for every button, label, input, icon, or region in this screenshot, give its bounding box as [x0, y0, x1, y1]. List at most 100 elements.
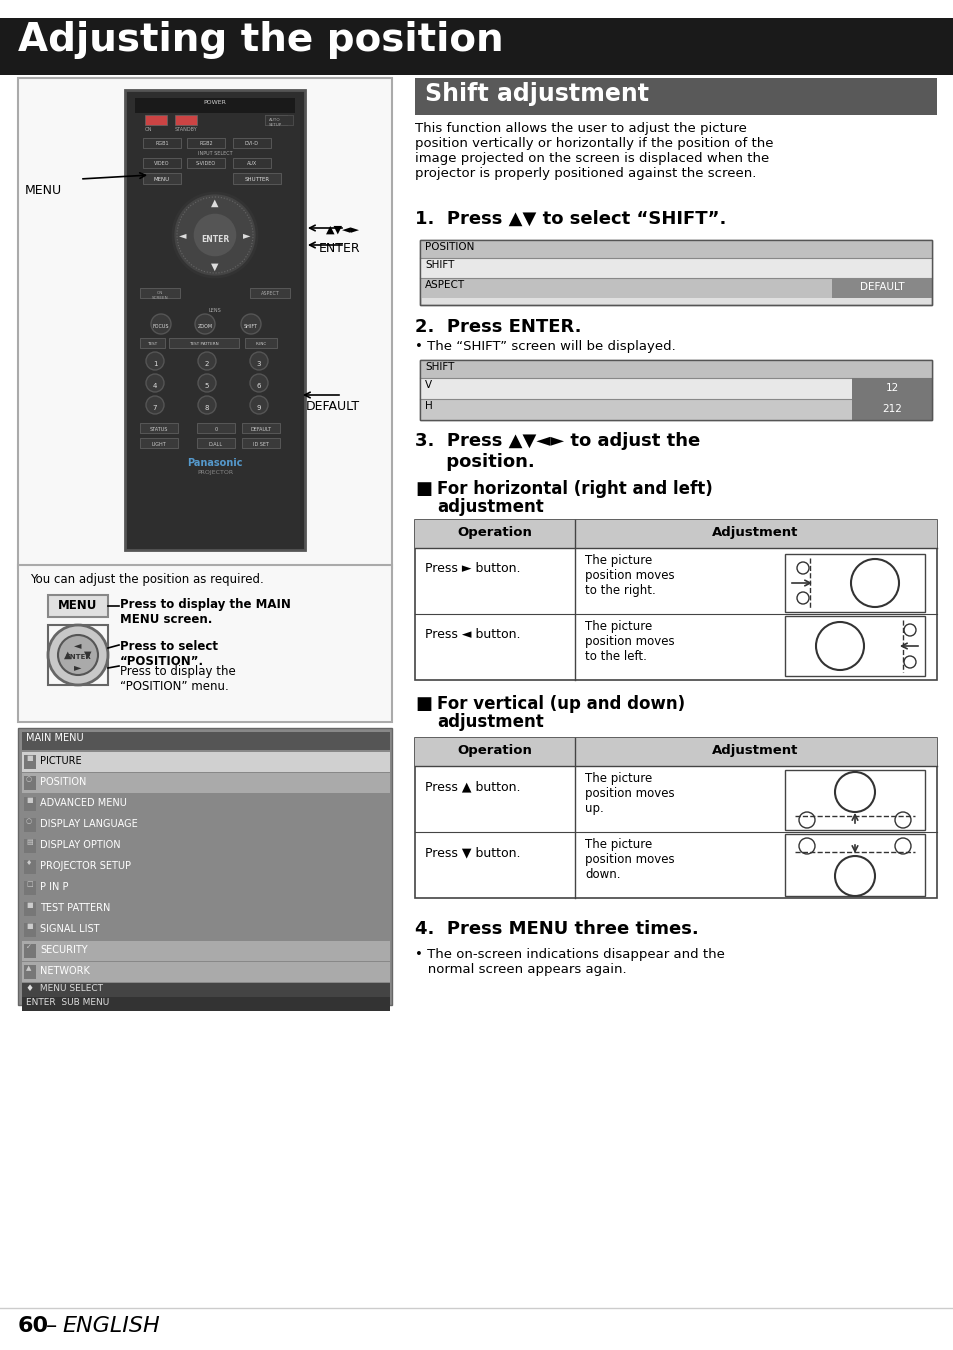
Text: ■: ■	[415, 481, 432, 498]
Bar	[419, 360, 931, 420]
Text: You can adjust the position as required.: You can adjust the position as required.	[30, 572, 263, 586]
Text: 212: 212	[882, 404, 901, 414]
Circle shape	[151, 315, 171, 333]
Text: ♦  MENU SELECT: ♦ MENU SELECT	[26, 984, 103, 994]
Bar	[18, 78, 392, 568]
Text: TEST: TEST	[147, 342, 157, 346]
Bar	[784, 769, 924, 830]
Text: 7: 7	[152, 405, 157, 410]
Text: ASPECT: ASPECT	[424, 279, 465, 290]
Text: POSITION: POSITION	[40, 778, 87, 787]
Bar	[196, 423, 234, 433]
Bar	[784, 554, 924, 612]
Text: POWER: POWER	[203, 100, 226, 105]
Text: ON: ON	[145, 127, 152, 132]
Text: TEST PATTERN: TEST PATTERN	[40, 903, 111, 913]
Bar	[22, 794, 390, 814]
Bar	[24, 902, 36, 917]
Bar	[242, 437, 280, 448]
Bar	[24, 818, 36, 832]
Text: The picture
position moves
to the left.: The picture position moves to the left.	[584, 620, 674, 663]
Text: Press ◄ button.: Press ◄ button.	[424, 628, 520, 641]
Text: For horizontal (right and left): For horizontal (right and left)	[436, 481, 712, 498]
Bar	[22, 899, 390, 919]
Text: 6: 6	[256, 383, 261, 389]
Circle shape	[241, 315, 261, 333]
Text: ■: ■	[26, 796, 32, 803]
Bar	[419, 360, 931, 378]
Text: V: V	[424, 379, 432, 390]
Text: The picture
position moves
down.: The picture position moves down.	[584, 838, 674, 882]
Bar	[250, 288, 290, 298]
Bar	[143, 173, 181, 184]
Circle shape	[198, 352, 215, 370]
Bar	[415, 738, 936, 898]
Circle shape	[250, 374, 268, 392]
Text: –: –	[46, 1316, 57, 1336]
Text: ▲: ▲	[26, 965, 31, 971]
Bar	[140, 338, 165, 348]
Bar	[831, 278, 931, 298]
Circle shape	[146, 374, 164, 392]
Bar	[22, 878, 390, 898]
Bar	[140, 437, 178, 448]
Text: ENGLISH: ENGLISH	[62, 1316, 159, 1336]
Text: The picture
position moves
to the right.: The picture position moves to the right.	[584, 554, 674, 597]
Text: SECURITY: SECURITY	[40, 945, 88, 954]
Bar	[125, 90, 305, 549]
Bar	[415, 520, 936, 548]
Bar	[18, 728, 392, 1004]
Circle shape	[250, 396, 268, 414]
Bar	[415, 520, 936, 680]
Circle shape	[146, 396, 164, 414]
Text: Press to display the
“POSITION” menu.: Press to display the “POSITION” menu.	[120, 666, 235, 693]
Bar	[22, 836, 390, 856]
Text: ENTER  SUB MENU: ENTER SUB MENU	[26, 998, 110, 1007]
Bar	[135, 99, 294, 113]
Bar	[419, 278, 931, 298]
Circle shape	[194, 315, 214, 333]
Text: 1: 1	[152, 360, 157, 367]
Bar	[22, 752, 390, 772]
Text: ■: ■	[26, 923, 32, 929]
Text: ◄: ◄	[179, 230, 187, 240]
Text: FOCUS: FOCUS	[152, 324, 169, 329]
Text: □: □	[26, 882, 32, 887]
Circle shape	[172, 193, 256, 277]
Text: MENU: MENU	[153, 177, 170, 182]
Text: 12: 12	[884, 383, 898, 393]
Bar	[48, 595, 108, 617]
Bar	[22, 919, 390, 940]
Text: SHIFT: SHIFT	[244, 324, 257, 329]
Bar	[24, 860, 36, 873]
Text: ▤: ▤	[26, 838, 32, 845]
Text: VIDEO: VIDEO	[154, 161, 170, 166]
Text: adjustment: adjustment	[436, 498, 543, 516]
Text: ▲: ▲	[64, 649, 71, 660]
Bar	[22, 815, 390, 836]
Text: ■: ■	[26, 902, 32, 909]
Text: NETWORK: NETWORK	[40, 967, 90, 976]
Text: 5: 5	[205, 383, 209, 389]
Text: ENTER: ENTER	[318, 242, 359, 255]
Text: ○: ○	[26, 818, 32, 824]
Text: ■: ■	[26, 755, 32, 761]
Text: ZOOM: ZOOM	[197, 324, 213, 329]
Text: P IN P: P IN P	[40, 882, 69, 892]
Text: Adjusting the position: Adjusting the position	[18, 22, 503, 59]
Text: DVI-D: DVI-D	[245, 140, 258, 146]
Text: DEFAULT: DEFAULT	[306, 400, 359, 413]
Bar	[24, 923, 36, 937]
Bar	[24, 838, 36, 853]
Bar	[419, 360, 931, 420]
Bar	[24, 776, 36, 790]
Text: 8: 8	[205, 405, 209, 410]
Text: ✓: ✓	[26, 944, 31, 950]
Text: ENTER: ENTER	[65, 653, 91, 660]
Circle shape	[198, 396, 215, 414]
Text: MENU: MENU	[58, 599, 97, 612]
Bar	[242, 423, 280, 433]
Text: 1.  Press ▲▼ to select “SHIFT”.: 1. Press ▲▼ to select “SHIFT”.	[415, 211, 725, 228]
Bar	[784, 834, 924, 896]
Text: ►: ►	[243, 230, 251, 240]
